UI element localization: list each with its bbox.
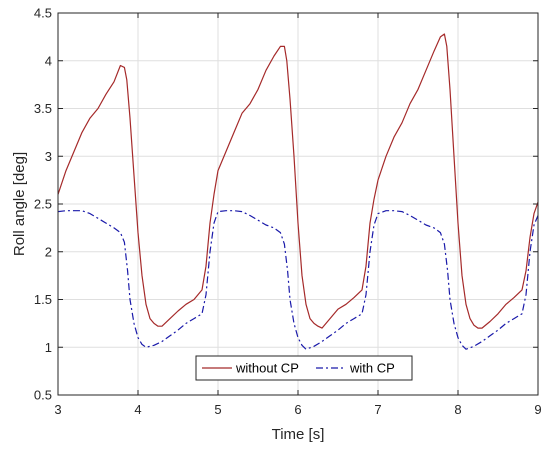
legend: without CP with CP [195, 355, 413, 381]
x-tick-label: 9 [534, 402, 541, 417]
x-tick-label: 8 [454, 402, 461, 417]
y-axis-label: Roll angle [deg] [11, 152, 28, 256]
y-tick-label: 4 [45, 53, 52, 68]
tick-labels: 3 4 5 6 7 8 9 0.5 1 1.5 2 2.5 3 3.5 4 4.5 [34, 6, 542, 418]
y-tick-label: 4.5 [34, 6, 52, 21]
y-tick-label: 1 [45, 340, 52, 355]
x-tick-label: 4 [134, 402, 141, 417]
x-axis-label: Time [s] [272, 426, 325, 443]
grid [58, 13, 538, 395]
legend-label-with-cp: with CP [349, 361, 395, 376]
ticks [57, 12, 539, 396]
x-tick-label: 3 [54, 402, 61, 417]
y-tick-label: 1.5 [34, 292, 52, 307]
y-tick-label: 2.5 [34, 197, 52, 212]
series-group [57, 33, 539, 350]
series-line-without-cp [57, 33, 539, 329]
y-tick-label: 2 [45, 244, 52, 259]
y-tick-label: 0.5 [34, 388, 52, 403]
legend-label-without-cp: without CP [235, 361, 299, 376]
x-tick-label: 5 [214, 402, 221, 417]
series-line-with-cp [57, 210, 539, 350]
y-tick-label: 3 [45, 149, 52, 164]
x-tick-label: 7 [374, 402, 381, 417]
x-tick-label: 6 [294, 402, 301, 417]
y-tick-label: 3.5 [34, 101, 52, 116]
